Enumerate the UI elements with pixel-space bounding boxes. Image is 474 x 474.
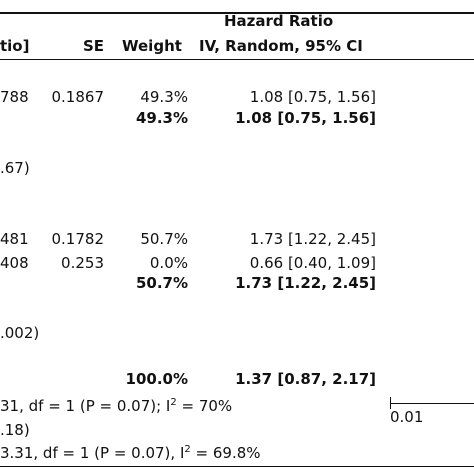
se-column-header: SE	[82, 37, 104, 55]
hazard-ratio-group-title: Hazard Ratio	[224, 12, 334, 30]
total-ci: 1.37 [0.87, 2.17]	[235, 370, 376, 388]
forest-plot-axis-tick-label: 0.01	[390, 408, 424, 426]
header-divider	[0, 59, 474, 60]
subtotal-ci: 1.08 [0.75, 1.56]	[235, 109, 376, 127]
subtotal-ci: 1.73 [1.22, 2.45]	[235, 274, 376, 292]
se-cell: 0.253	[61, 254, 104, 272]
total-heterogeneity-line: 31, df = 1 (P = 0.07); I2 = 70%	[0, 397, 233, 415]
ci-cell: 0.66 [0.40, 1.09]	[249, 254, 376, 272]
ratio-column-header: tio]	[0, 37, 30, 55]
overall-effect-line: .18)	[0, 421, 30, 439]
weight-cell: 49.3%	[140, 88, 188, 106]
table-top-border	[0, 12, 474, 14]
heterogeneity-note: .002)	[0, 324, 40, 342]
forest-plot-axis-tick	[390, 397, 391, 409]
table-bottom-border	[0, 466, 474, 467]
subgroup-differences-line: 3.31, df = 1 (P = 0.07), I2 = 69.8%	[0, 444, 261, 462]
study-id-fragment: 408	[0, 254, 29, 272]
se-cell: 0.1782	[51, 230, 105, 248]
se-cell: 0.1867	[51, 88, 105, 106]
forest-plot-axis	[390, 403, 474, 404]
weight-cell: 50.7%	[140, 230, 188, 248]
weight-column-header: Weight	[122, 37, 182, 55]
ci-cell: 1.08 [0.75, 1.56]	[249, 88, 376, 106]
heterogeneity-note: .67)	[0, 159, 30, 177]
study-id-fragment: 481	[0, 230, 29, 248]
ci-cell: 1.73 [1.22, 2.45]	[249, 230, 376, 248]
ci-column-header: IV, Random, 95% CI	[199, 37, 363, 55]
study-id-fragment: 788	[0, 88, 29, 106]
weight-cell: 0.0%	[149, 254, 188, 272]
subtotal-weight: 49.3%	[135, 109, 188, 127]
total-weight: 100.0%	[125, 370, 188, 388]
subtotal-weight: 50.7%	[135, 274, 188, 292]
